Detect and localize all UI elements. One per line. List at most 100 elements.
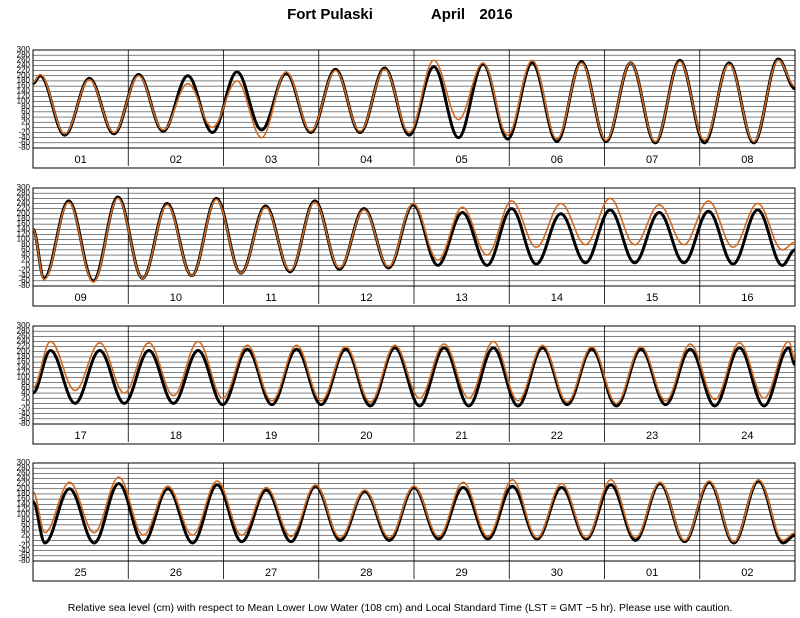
y-tick-label: 220	[17, 342, 31, 351]
y-tick-label: 160	[17, 81, 31, 90]
y-tick-label: 260	[17, 55, 31, 64]
y-tick-label: 100	[17, 97, 31, 106]
y-tick-label: -60	[18, 551, 30, 560]
y-tick-label: -80	[18, 419, 30, 428]
y-tick-label: 100	[17, 510, 31, 519]
y-tick-label: 160	[17, 219, 31, 228]
year-title: 2016	[479, 6, 512, 23]
y-tick-label: 220	[17, 479, 31, 488]
y-tick-label: 260	[17, 331, 31, 340]
tide-line	[33, 59, 795, 143]
y-tick-label: 180	[17, 214, 31, 223]
y-tick-label: 0	[26, 535, 31, 544]
y-tick-label: -80	[18, 281, 30, 290]
y-tick-label: 60	[21, 245, 30, 254]
day-label: 11	[265, 292, 276, 304]
tide-line	[33, 476, 795, 543]
y-tick-label: 240	[17, 337, 31, 346]
y-tick-label: 180	[17, 489, 31, 498]
y-tick-label: 300	[17, 321, 31, 330]
day-label: 16	[741, 292, 753, 304]
y-tick-label: 40	[21, 388, 30, 397]
y-tick-label: 140	[17, 362, 31, 371]
day-label: 20	[360, 430, 372, 442]
day-label: 29	[456, 567, 468, 579]
y-tick-label: -20	[18, 128, 30, 137]
y-tick-label: 160	[17, 494, 31, 503]
y-tick-label: 60	[21, 520, 30, 529]
day-label: 13	[456, 292, 468, 304]
y-tick-label: 280	[17, 50, 31, 59]
day-label: 15	[646, 292, 658, 304]
y-tick-label: 20	[21, 393, 30, 402]
y-tick-label: 220	[17, 66, 31, 75]
y-tick-label: 0	[26, 122, 31, 131]
y-tick-label: 40	[21, 112, 30, 121]
y-tick-label: 0	[26, 398, 31, 407]
y-tick-label: -40	[18, 271, 30, 280]
y-tick-label: 300	[17, 183, 31, 192]
day-label: 12	[360, 292, 372, 304]
y-tick-label: 20	[21, 255, 30, 264]
plot-frame	[32, 325, 796, 445]
day-label: 22	[551, 430, 563, 442]
day-label: 01	[75, 154, 87, 166]
y-tick-label: -60	[18, 414, 30, 423]
y-tick-label: 40	[21, 250, 30, 259]
y-tick-label: 140	[17, 499, 31, 508]
day-label: 09	[75, 292, 87, 304]
y-tick-label: 20	[21, 117, 30, 126]
y-tick-label: 80	[21, 240, 30, 249]
day-label: 21	[456, 430, 468, 442]
y-tick-label: 0	[26, 260, 31, 269]
y-tick-label: -40	[18, 133, 30, 142]
y-tick-label: 260	[17, 468, 31, 477]
day-label: 17	[75, 430, 87, 442]
y-tick-label: 220	[17, 204, 31, 213]
day-label: 14	[551, 292, 563, 304]
y-tick-label: -80	[18, 556, 30, 565]
day-label: 02	[170, 154, 182, 166]
day-label: 25	[75, 567, 87, 579]
footer-note: Relative sea level (cm) with respect to …	[68, 602, 733, 614]
y-tick-label: 280	[17, 326, 31, 335]
day-label: 03	[265, 154, 277, 166]
day-label: 27	[265, 567, 277, 579]
day-label: 18	[170, 430, 182, 442]
y-tick-label: -40	[18, 409, 30, 418]
tide-line	[33, 340, 795, 405]
plot-frame	[32, 49, 796, 169]
day-label: 30	[551, 567, 563, 579]
day-label: 07	[646, 154, 658, 166]
y-tick-label: 100	[17, 235, 31, 244]
day-label: 19	[265, 430, 277, 442]
y-tick-label: 140	[17, 224, 31, 233]
y-tick-label: 60	[21, 383, 30, 392]
day-label: 10	[170, 292, 182, 304]
month-title: April	[431, 6, 465, 23]
day-label: 08	[741, 154, 753, 166]
y-tick-label: -20	[18, 541, 30, 550]
y-tick-label: 120	[17, 368, 31, 377]
tide-line	[33, 346, 795, 408]
y-tick-label: 200	[17, 347, 31, 356]
day-label: 23	[646, 430, 658, 442]
day-label: 02	[741, 567, 753, 579]
day-label: 06	[551, 154, 563, 166]
plot-frame	[32, 462, 796, 582]
y-tick-label: 140	[17, 86, 31, 95]
day-label: 04	[360, 154, 372, 166]
y-tick-label: 20	[21, 530, 30, 539]
y-tick-label: 40	[21, 525, 30, 534]
y-tick-label: 160	[17, 357, 31, 366]
y-tick-label: 240	[17, 474, 31, 483]
y-tick-label: 260	[17, 193, 31, 202]
y-tick-label: 80	[21, 102, 30, 111]
y-tick-label: 120	[17, 92, 31, 101]
y-tick-label: 60	[21, 107, 30, 116]
y-tick-label: -20	[18, 404, 30, 413]
y-tick-label: 300	[17, 45, 31, 54]
y-tick-label: 300	[17, 458, 31, 467]
y-tick-label: 200	[17, 71, 31, 80]
